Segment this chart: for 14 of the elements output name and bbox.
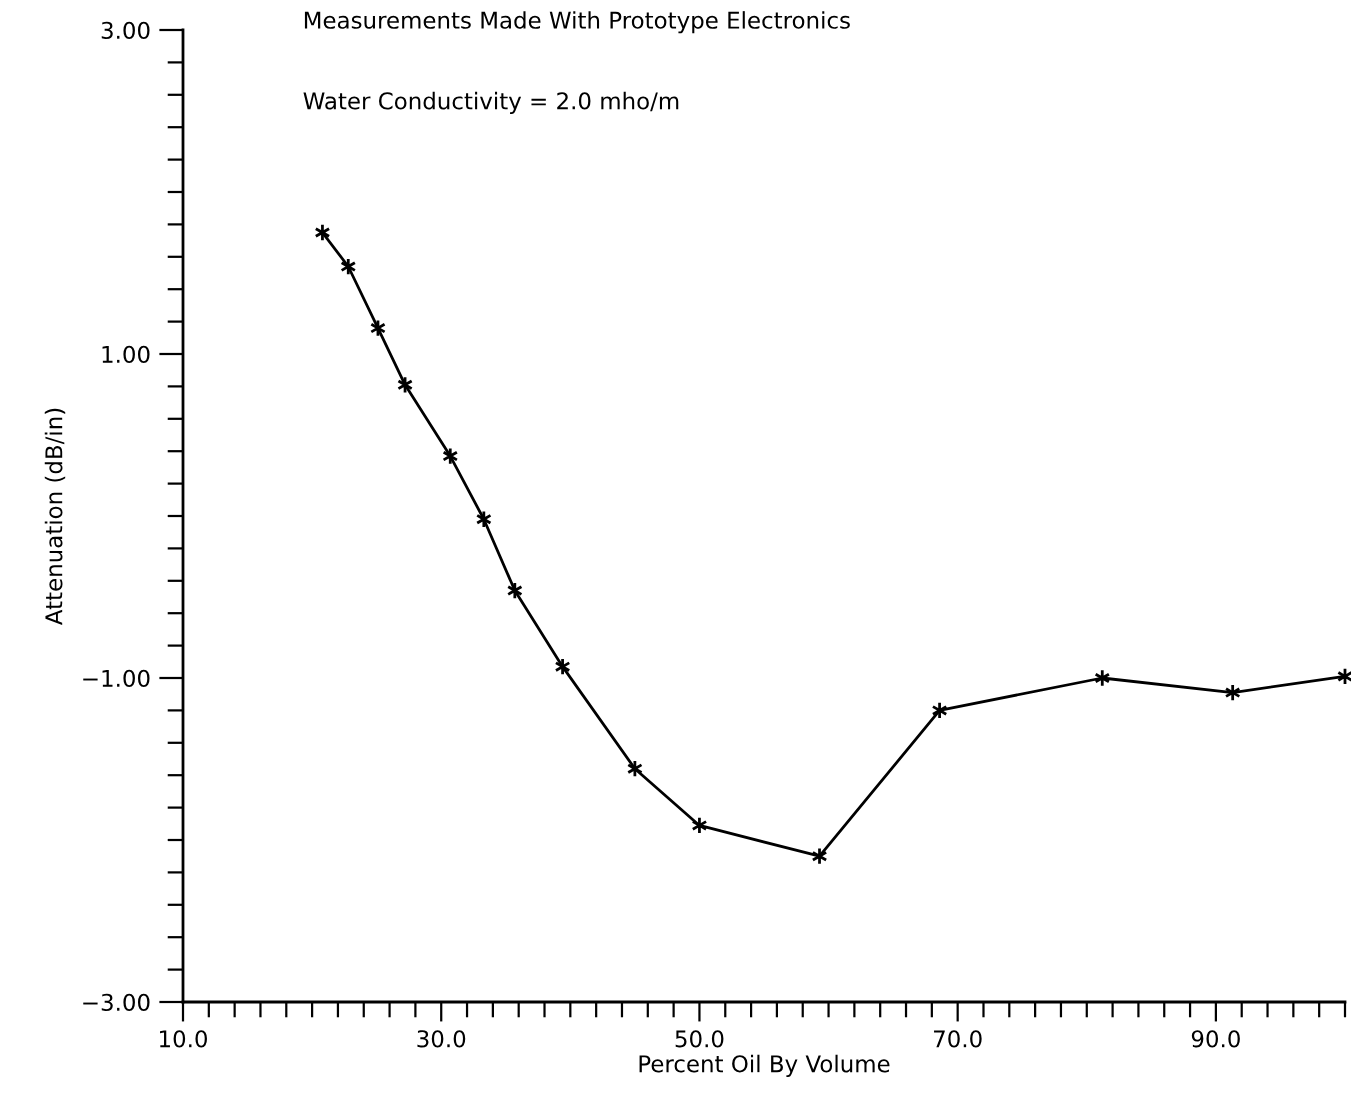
y-tick-label: 1.00: [102, 345, 150, 364]
y-tick-label: 3.00: [101, 21, 150, 40]
x-tick-label: 50.0: [675, 1030, 724, 1048]
x-tick-label: 10.0: [160, 1030, 207, 1048]
y-tick-label: −3.00: [83, 993, 150, 1012]
point: [442, 447, 459, 466]
y-tick-label: −1.00: [83, 669, 150, 688]
annotation: Water Conductivity = 2.0 mho/m: [303, 91, 679, 114]
x-axis-title: Percent Oil By Volume: [639, 1054, 890, 1077]
y-axis-title: Attenuation (dB/in): [44, 408, 66, 626]
annotation: Measurements Made With Prototype Electronics: [304, 11, 850, 34]
x-tick-label: 30.0: [417, 1030, 466, 1048]
x-tick-label: 90.0: [1191, 1030, 1240, 1048]
x-tick-label: 70.0: [934, 1030, 982, 1048]
